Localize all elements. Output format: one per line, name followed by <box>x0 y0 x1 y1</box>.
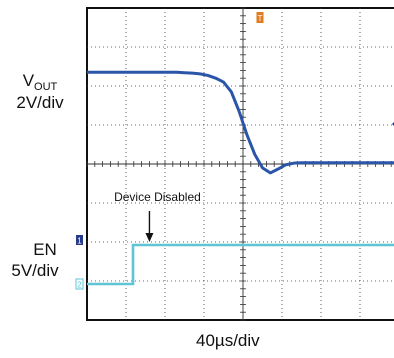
annotation-arrow-head <box>145 233 154 242</box>
vout-channel-label: VOUT <box>0 71 80 94</box>
en-channel-label: EN <box>33 240 57 259</box>
x-axis-time-scale-label: 40µs/div <box>196 331 260 350</box>
device-disabled-annotation: Device Disabled <box>114 190 201 204</box>
marker-layer: 1 2 T <box>75 12 394 290</box>
vout-scale-label: 2V/div <box>16 93 64 112</box>
trace-layer <box>87 70 394 286</box>
en-scale-label: 5V/div <box>11 261 59 280</box>
annotation-layer: Device Disabled <box>114 190 201 242</box>
vout-label-main: V <box>22 71 35 90</box>
vout-label-sub: OUT <box>34 81 58 93</box>
channel-2-marker-text: 2 <box>77 281 82 290</box>
channel-1-marker-text: 1 <box>77 237 82 246</box>
channel-2-marker <box>75 278 84 290</box>
trigger-marker-text: T <box>258 14 263 23</box>
vout-trace <box>87 70 394 175</box>
trigger-marker <box>256 12 264 23</box>
grid-layer <box>86 7 394 321</box>
channel-1-marker <box>76 235 83 245</box>
en-trace <box>87 243 394 286</box>
